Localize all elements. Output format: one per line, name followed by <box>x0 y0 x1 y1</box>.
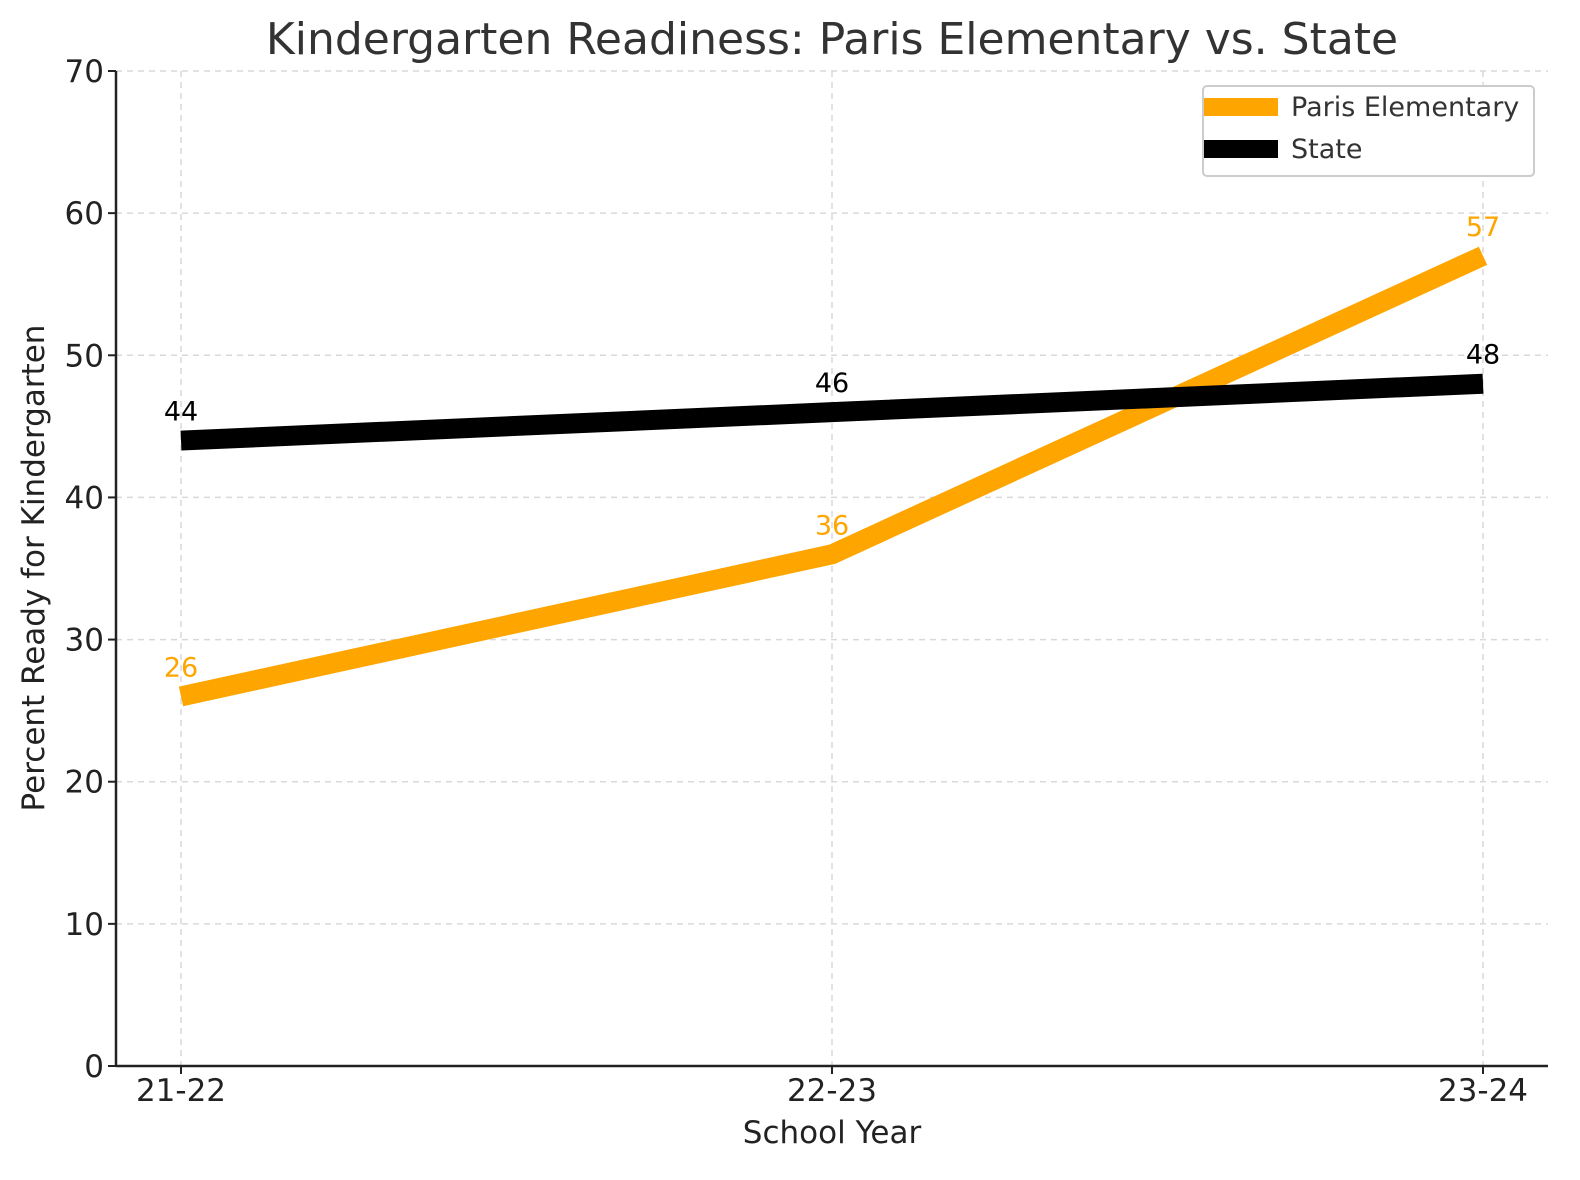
legend: Paris Elementary State <box>1202 85 1535 177</box>
series-line-state <box>180 373 1484 451</box>
x-tick-label: 22-23 <box>787 1073 877 1109</box>
series-line-paris-elementary <box>178 246 1488 707</box>
legend-label-paris-elementary: Paris Elementary <box>1291 92 1519 123</box>
data-label-state: 48 <box>1466 340 1500 371</box>
axes <box>108 70 1548 1074</box>
y-axis-label: Percent Ready for Kindergarten <box>16 325 52 812</box>
y-tick-label: 70 <box>65 54 104 90</box>
chart-title: Kindergarten Readiness: Paris Elementary… <box>266 14 1398 65</box>
data-label-state: 44 <box>164 397 198 428</box>
x-axis-label: School Year <box>743 1115 922 1151</box>
x-tick-label: 23-24 <box>1438 1073 1528 1109</box>
legend-swatch-state <box>1204 140 1278 158</box>
y-tick-label: 20 <box>65 765 104 801</box>
legend-label-state: State <box>1291 134 1362 165</box>
data-label-state: 46 <box>815 368 849 399</box>
x-tick-label: 21-22 <box>136 1073 226 1109</box>
y-tick-label: 50 <box>65 338 104 374</box>
data-label-paris-elementary: 57 <box>1466 212 1500 243</box>
series-lines <box>178 246 1488 707</box>
legend-swatch-paris-elementary <box>1204 98 1278 116</box>
grid <box>116 70 1548 1067</box>
data-label-paris-elementary: 26 <box>164 652 198 683</box>
y-tick-label: 0 <box>84 1049 104 1085</box>
tick-labels: 0 10 20 30 40 50 60 70 21-22 22-23 23-24 <box>65 54 1529 1109</box>
y-tick-label: 60 <box>65 196 104 232</box>
data-label-paris-elementary: 36 <box>815 510 849 541</box>
y-tick-label: 10 <box>65 907 104 943</box>
legend-box <box>1202 85 1535 177</box>
y-tick-label: 40 <box>65 480 104 516</box>
y-tick-label: 30 <box>65 623 104 659</box>
data-labels: 26 36 57 44 46 48 <box>164 212 1500 684</box>
